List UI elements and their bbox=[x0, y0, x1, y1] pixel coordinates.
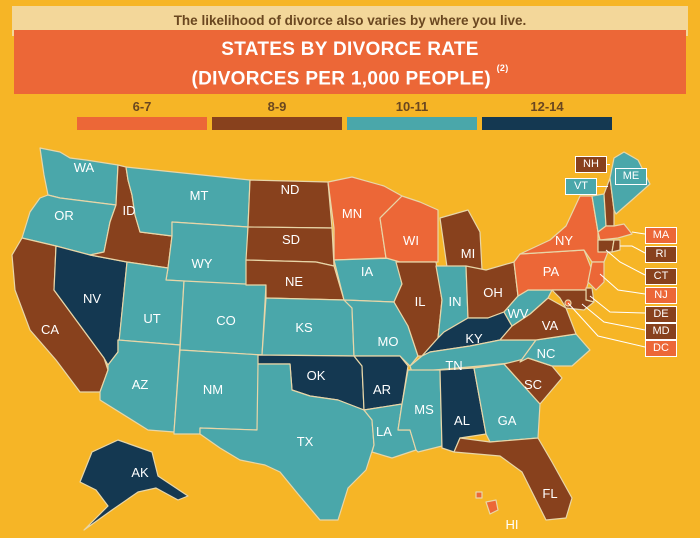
label-fl: FL bbox=[542, 486, 557, 501]
label-mt: MT bbox=[190, 188, 209, 203]
box-ma[interactable]: MA bbox=[645, 227, 677, 244]
legend-swatch-10-11 bbox=[347, 117, 477, 130]
title-footnote: (2) bbox=[496, 63, 509, 73]
box-md[interactable]: MD bbox=[645, 323, 677, 340]
legend-label-10-11: 10-11 bbox=[395, 99, 429, 114]
label-mn: MN bbox=[342, 206, 362, 221]
label-la: LA bbox=[376, 424, 392, 439]
state-fl[interactable] bbox=[453, 437, 573, 521]
label-ga: GA bbox=[498, 413, 517, 428]
state-dc[interactable] bbox=[564, 299, 572, 307]
box-ct[interactable]: CT bbox=[645, 268, 677, 285]
label-ks: KS bbox=[295, 320, 313, 335]
label-hi: HI bbox=[506, 517, 519, 532]
leader-vt bbox=[596, 186, 608, 187]
label-id: ID bbox=[123, 203, 136, 218]
label-mo: MO bbox=[378, 334, 399, 349]
legend-label-12-14: 12-14 bbox=[530, 99, 564, 114]
label-nv: NV bbox=[83, 291, 101, 306]
box-ri[interactable]: RI bbox=[645, 246, 677, 263]
label-ms: MS bbox=[414, 402, 434, 417]
state-ak[interactable] bbox=[79, 439, 189, 531]
label-sd: SD bbox=[282, 232, 300, 247]
label-il: IL bbox=[415, 294, 426, 309]
leader-nh bbox=[606, 164, 610, 165]
label-ia: IA bbox=[361, 264, 374, 279]
title-line-1: STATES BY DIVORCE RATE bbox=[221, 39, 479, 60]
state-ri[interactable] bbox=[611, 239, 621, 253]
label-tn: TN bbox=[445, 358, 462, 373]
legend-label-8-9: 8-9 bbox=[267, 99, 287, 114]
label-ne: NE bbox=[285, 274, 303, 289]
label-oh: OH bbox=[483, 285, 503, 300]
box-vt[interactable]: VT bbox=[565, 178, 597, 195]
label-or: OR bbox=[54, 208, 74, 223]
label-ca: CA bbox=[41, 322, 59, 337]
label-tx: TX bbox=[297, 434, 314, 449]
label-sc: SC bbox=[524, 377, 542, 392]
label-nm: NM bbox=[203, 382, 223, 397]
label-va: VA bbox=[542, 318, 559, 333]
label-al: AL bbox=[454, 413, 470, 428]
label-ak: AK bbox=[131, 465, 149, 480]
label-ok: OK bbox=[307, 368, 326, 383]
state-wi[interactable] bbox=[379, 195, 439, 263]
label-nd: ND bbox=[281, 182, 300, 197]
intro-text: The likelihood of divorce also varies by… bbox=[173, 13, 527, 28]
label-wa: WA bbox=[74, 160, 95, 175]
label-ky: KY bbox=[465, 331, 483, 346]
label-wi: WI bbox=[403, 233, 419, 248]
title-banner: STATES BY DIVORCE RATE (DIVORCES PER 1,0… bbox=[14, 30, 686, 94]
state-hi-2[interactable] bbox=[475, 491, 483, 499]
state-labels: WA OR CA NV ID MT WY UT AZ CO NM ND SD N… bbox=[41, 160, 573, 532]
state-hi[interactable] bbox=[485, 499, 499, 515]
label-pa: PA bbox=[543, 264, 560, 279]
state-ct[interactable] bbox=[597, 239, 615, 253]
label-mi: MI bbox=[461, 246, 475, 261]
label-az: AZ bbox=[132, 377, 149, 392]
state-mi[interactable] bbox=[439, 209, 483, 275]
label-wv: WV bbox=[508, 306, 529, 321]
legend-swatch-12-14 bbox=[482, 117, 612, 130]
box-nh[interactable]: NH bbox=[575, 156, 607, 173]
box-dc[interactable]: DC bbox=[645, 340, 677, 357]
label-in: IN bbox=[449, 294, 462, 309]
label-ar: AR bbox=[373, 382, 391, 397]
label-ut: UT bbox=[143, 311, 160, 326]
legend-swatch-8-9 bbox=[212, 117, 342, 130]
page-title: STATES BY DIVORCE RATE (DIVORCES PER 1,0… bbox=[14, 38, 686, 91]
box-de[interactable]: DE bbox=[645, 306, 677, 323]
box-nj[interactable]: NJ bbox=[645, 287, 677, 304]
legend-label-6-7: 6-7 bbox=[132, 99, 152, 114]
label-co: CO bbox=[216, 313, 236, 328]
label-wy: WY bbox=[192, 256, 213, 271]
box-me[interactable]: ME bbox=[615, 168, 647, 185]
label-nc: NC bbox=[537, 346, 556, 361]
legend-swatch-6-7 bbox=[77, 117, 207, 130]
state-wy[interactable] bbox=[165, 221, 249, 286]
state-tx[interactable] bbox=[199, 363, 375, 521]
label-ny: NY bbox=[555, 233, 573, 248]
title-line-2: (DIVORCES PER 1,000 PEOPLE) (2) bbox=[14, 62, 686, 91]
title-line-2-text: (DIVORCES PER 1,000 PEOPLE) bbox=[191, 68, 492, 90]
